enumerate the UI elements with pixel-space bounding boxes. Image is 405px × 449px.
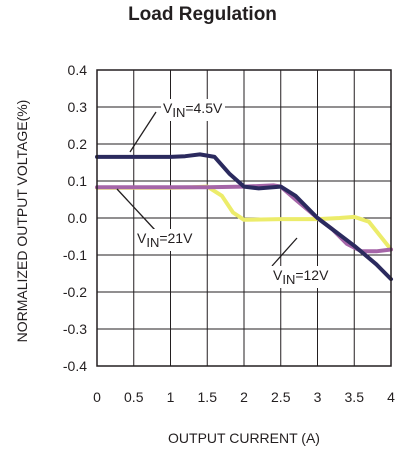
y-tick-label-8: -0.4: [63, 358, 87, 374]
annotation-1: VIN=21V: [135, 229, 196, 251]
x-tick-label-1: 0.5: [124, 389, 144, 405]
annotation-leaders: [116, 111, 298, 267]
annotation-rest-0: =4.5V: [185, 100, 223, 116]
x-tick-label-3: 1.5: [198, 389, 218, 405]
annotation-label-2: VIN=12V: [273, 267, 329, 287]
y-tick-label-2: 0.2: [68, 136, 88, 152]
y-tick-label-1: 0.3: [68, 99, 88, 115]
y-tick-label-0: 0.4: [68, 62, 88, 78]
chart-title: Load Regulation: [128, 4, 277, 25]
annotation-0: VIN=4.5V: [161, 99, 225, 121]
annotation-2: VIN=12V: [271, 266, 332, 288]
y-tick-label-6: -0.2: [63, 284, 87, 300]
annotation-leader-2: [271, 237, 298, 267]
x-tick-label-0: 0: [93, 389, 101, 405]
y-tick-label-3: 0.1: [68, 173, 88, 189]
annotation-sub-0: IN: [172, 105, 185, 120]
annotation-rest-2: =12V: [295, 267, 329, 283]
annotation-base-2: V: [273, 267, 283, 283]
series-line-0: [95, 152, 393, 282]
x-tick-label-7: 3.5: [345, 389, 365, 405]
annotation-leader-1: [116, 188, 156, 231]
x-tick-label-4: 2: [240, 389, 248, 405]
y-tick-labels: 0.4 0.3 0.2 0.1 0.0 -0.1 -0.2 -0.3 -0.4: [63, 62, 87, 374]
x-axis-label: OUTPUT CURRENT (A): [168, 430, 320, 446]
y-tick-label-5: -0.1: [63, 247, 87, 263]
annotation-label-1: VIN=21V: [137, 230, 193, 250]
annotation-label-0: VIN=4.5V: [163, 100, 223, 120]
x-tick-label-2: 1: [167, 389, 175, 405]
annotation-sub-1: IN: [146, 235, 159, 250]
annotation-bg-0: [161, 99, 225, 121]
annotation-rest-1: =21V: [159, 230, 193, 246]
y-tick-label-4: 0.0: [68, 210, 88, 226]
annotation-bg-1: [135, 229, 196, 251]
x-tick-label-5: 2.5: [271, 389, 291, 405]
annotation-leader-0: [129, 111, 157, 153]
series-layer: [95, 152, 393, 282]
y-tick-label-7: -0.3: [63, 321, 87, 337]
x-tick-label-6: 3: [314, 389, 322, 405]
x-tick-label-8: 4: [387, 389, 395, 405]
annotation-base-1: V: [137, 230, 147, 246]
plot-frame: [96, 69, 392, 367]
annotation-bg-2: [271, 266, 332, 288]
annotation-sub-2: IN: [282, 272, 295, 287]
annotation-base-0: V: [163, 100, 173, 116]
x-tick-labels: 0 0.5 1 1.5 2 2.5 3 3.5 4: [93, 389, 395, 405]
